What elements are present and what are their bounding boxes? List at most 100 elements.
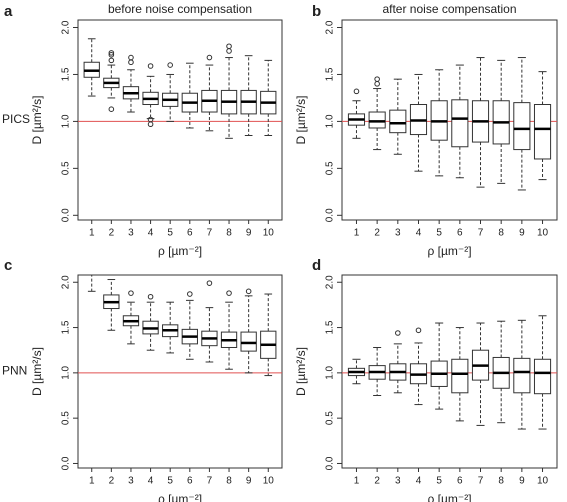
x-tick-label: 5 — [167, 228, 173, 239]
outlier — [187, 291, 193, 297]
y-tick-label: 0.0 — [61, 456, 72, 470]
y-tick-label: 2.0 — [61, 275, 72, 289]
x-tick-label: 6 — [457, 228, 463, 239]
y-axis-label: D [µm²/s] — [30, 347, 44, 396]
y-tick-label: 1.0 — [325, 365, 336, 379]
outlier — [245, 288, 252, 295]
outlier — [374, 76, 380, 82]
y-tick-label: 1.5 — [61, 67, 72, 81]
y-tick-label: 2.0 — [325, 20, 336, 34]
panel-letter: c — [4, 257, 12, 274]
x-tick-label: 7 — [478, 228, 484, 239]
x-tick-label: 6 — [457, 476, 463, 487]
y-tick-label: 0.0 — [61, 208, 72, 222]
outlier — [128, 290, 134, 296]
plot-area — [78, 251, 282, 377]
y-axis-label: D [µm²/s] — [294, 347, 308, 396]
x-tick-label: 9 — [519, 476, 525, 487]
x-tick-label: 4 — [416, 228, 422, 239]
y-tick-label: 1.5 — [61, 320, 72, 334]
outlier — [167, 62, 173, 68]
x-tick-label: 1 — [354, 228, 360, 239]
x-tick-label: 10 — [537, 228, 549, 239]
y-axis-label: D [µm²/s] — [294, 96, 308, 145]
plot-area — [342, 57, 557, 191]
box — [389, 109, 407, 134]
y-tick-label: 0.5 — [325, 161, 336, 175]
x-tick-label: 4 — [148, 476, 154, 487]
outlier — [226, 43, 232, 50]
box — [451, 99, 469, 148]
x-tick-label: 9 — [246, 228, 252, 239]
y-tick-label: 1.5 — [325, 320, 336, 334]
y-axis-label: D [µm²/s] — [30, 96, 44, 145]
x-tick-label: 10 — [263, 476, 275, 487]
x-axis-label: ρ [µm⁻²] — [158, 244, 202, 258]
plot-frame — [77, 274, 283, 469]
y-tick-label: 0.5 — [61, 411, 72, 425]
panel-letter: b — [312, 3, 321, 20]
x-tick-label: 5 — [436, 476, 442, 487]
x-tick-label: 6 — [187, 228, 193, 239]
x-tick-label: 2 — [109, 476, 115, 487]
box — [84, 251, 99, 269]
x-tick-label: 1 — [89, 228, 95, 239]
x-tick-label: 5 — [167, 476, 173, 487]
x-tick-label: 2 — [374, 228, 380, 239]
x-tick-label: 3 — [395, 476, 401, 487]
box — [513, 357, 531, 394]
box — [368, 111, 386, 129]
outlier — [128, 54, 134, 61]
x-tick-label: 8 — [226, 476, 232, 487]
y-tick-label: 0.0 — [325, 456, 336, 470]
outlier — [395, 330, 401, 336]
plot-frame — [341, 274, 558, 469]
x-tick-label: 3 — [128, 228, 134, 239]
outlier — [147, 63, 154, 69]
outlier — [128, 59, 134, 66]
y-tick-label: 0.5 — [61, 161, 72, 175]
y-tick-label: 0.0 — [325, 208, 336, 222]
outlier — [108, 57, 115, 64]
outlier — [108, 51, 115, 58]
outlier — [415, 327, 422, 334]
x-tick-label: 5 — [436, 228, 442, 239]
x-tick-label: 3 — [395, 228, 401, 239]
x-tick-label: 8 — [498, 476, 504, 487]
box — [513, 102, 531, 151]
y-tick-label: 1.0 — [61, 365, 72, 379]
outlier — [147, 293, 154, 300]
x-tick-label: 4 — [416, 476, 422, 487]
box — [451, 358, 469, 394]
x-tick-label: 8 — [498, 228, 504, 239]
x-tick-label: 9 — [246, 476, 252, 487]
box — [533, 358, 552, 395]
x-axis-label: ρ [µm⁻²] — [427, 244, 471, 258]
row-label: PNN — [2, 364, 27, 378]
outlier — [147, 121, 154, 128]
outlier — [108, 50, 115, 56]
x-tick-label: 10 — [537, 476, 549, 487]
outlier — [374, 81, 380, 87]
x-tick-label: 7 — [478, 476, 484, 487]
x-tick-label: 9 — [519, 228, 525, 239]
plot-frame — [341, 19, 558, 221]
outlier — [206, 54, 213, 61]
column-title: before noise compensation — [108, 2, 252, 16]
y-tick-label: 1.5 — [325, 67, 336, 81]
x-tick-label: 3 — [128, 476, 134, 487]
panel-letter: a — [4, 3, 13, 20]
outlier — [226, 290, 232, 296]
row-label: PICS — [2, 112, 30, 126]
x-tick-label: 2 — [109, 228, 115, 239]
x-axis-label: ρ [µm⁻²] — [427, 492, 471, 502]
y-tick-label: 2.0 — [325, 275, 336, 289]
outlier — [226, 48, 232, 54]
x-tick-label: 6 — [187, 476, 193, 487]
plot-frame — [77, 19, 283, 221]
box — [533, 104, 552, 160]
box — [240, 331, 257, 352]
outlier — [353, 88, 360, 95]
panel-letter: d — [312, 257, 321, 274]
